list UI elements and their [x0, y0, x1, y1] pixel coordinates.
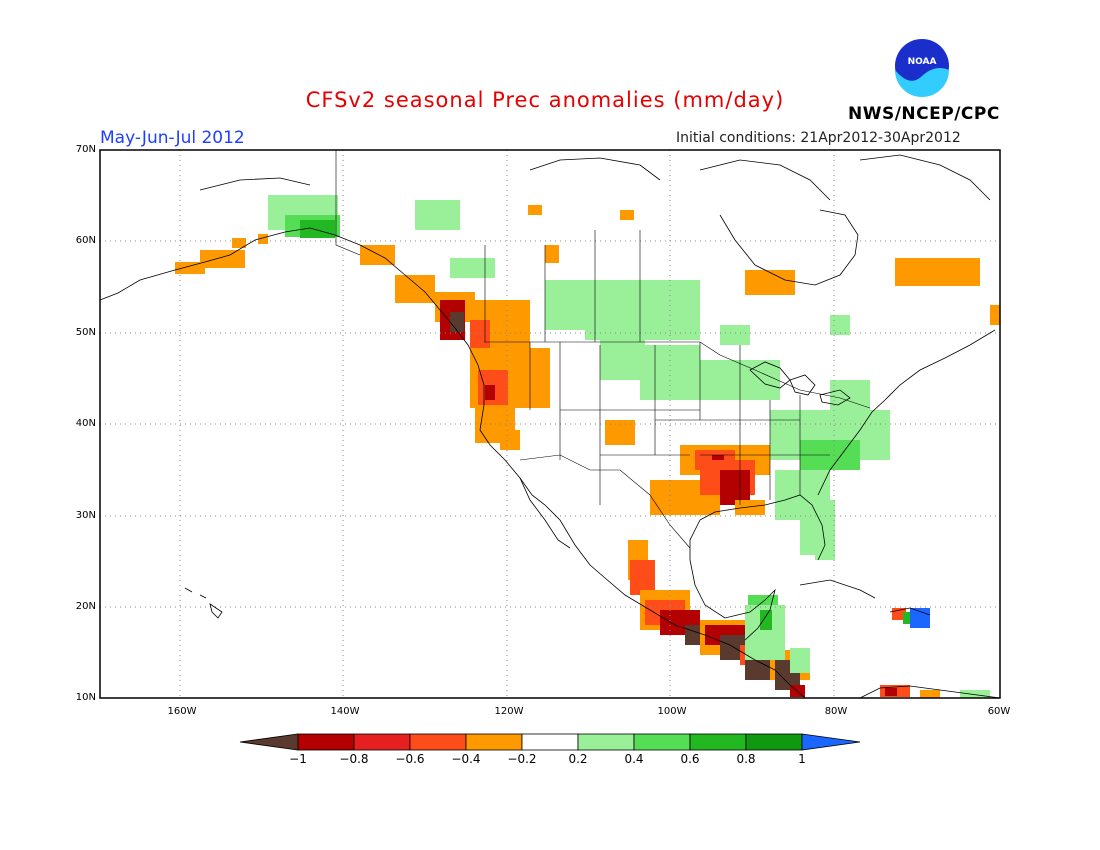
lat-label: 60N [75, 235, 96, 246]
anomaly-cell [903, 612, 913, 624]
colorbar-tick-label: −0.4 [451, 752, 481, 766]
colorbar-tick-label: 0.2 [568, 752, 588, 766]
colorbar-bin [409, 733, 467, 751]
lon-label: 120W [494, 706, 524, 717]
lat-label: 50N [75, 327, 96, 338]
lon-label: 100W [657, 706, 687, 717]
season-label: May-Jun-Jul 2012 [100, 128, 245, 148]
colorbar-tick-label: 0.6 [680, 752, 700, 766]
lat-label: 20N [75, 601, 96, 612]
colorbar-bin [745, 733, 803, 751]
anomaly-cell [528, 205, 542, 215]
anomaly-cell [990, 305, 1000, 325]
anomaly-cell [960, 690, 990, 698]
lat-label: 70N [75, 144, 96, 155]
colorbar-bin [353, 733, 411, 751]
anomaly-cell [545, 245, 559, 263]
anomaly-cell [415, 200, 460, 230]
colorbar-arrow-high [801, 733, 861, 751]
anomaly-cell [258, 234, 268, 244]
colorbar-tick-label: 0.8 [736, 752, 756, 766]
anomaly-cell [450, 312, 464, 332]
anomaly-cell [470, 320, 490, 350]
colorbar-arrow-low [239, 733, 299, 751]
lon-label: 140W [330, 706, 360, 717]
colorbar-tick-label: −1 [289, 752, 307, 766]
anomaly-cell [630, 560, 655, 595]
colorbar-tick-label: 1 [798, 752, 806, 766]
anomaly-cell [790, 648, 810, 673]
colorbar-bin [297, 733, 355, 751]
anomaly-cell [500, 430, 520, 450]
colorbar-bin [577, 733, 635, 751]
anomaly-cell [585, 280, 700, 340]
anomaly-cell [640, 345, 700, 400]
agency-label: NWS/NCEP/CPC [848, 104, 1000, 124]
lon-label: 60W [987, 706, 1011, 717]
anomaly-cell [395, 275, 435, 303]
colorbar-bin [521, 733, 579, 751]
anomaly-cell [830, 315, 850, 335]
anomaly-cell [720, 325, 750, 345]
anomaly-cell [720, 470, 750, 505]
colorbar-bin [689, 733, 747, 751]
anomaly-cell [600, 340, 645, 380]
anomaly-cell [232, 238, 246, 248]
anomaly-cell [485, 385, 495, 400]
anomaly-cell [895, 258, 980, 286]
initial-conditions-label: Initial conditions: 21Apr2012-30Apr2012 [676, 130, 961, 146]
lon-label: 160W [167, 706, 197, 717]
colorbar-bin [633, 733, 691, 751]
anomaly-cell [200, 250, 245, 268]
colorbar-bin [465, 733, 523, 751]
anomaly-cell [300, 220, 335, 238]
anomaly-cell [830, 380, 870, 410]
anomaly-cell [745, 270, 795, 295]
anomaly-cell [450, 258, 495, 278]
map-title: CFSv2 seasonal Prec anomalies (mm/day) [305, 88, 785, 112]
anomaly-cell [735, 500, 765, 515]
colorbar-tick-label: −0.6 [395, 752, 425, 766]
lat-label: 10N [75, 692, 96, 703]
anomaly-cell [910, 608, 930, 628]
colorbar-tick-label: 0.4 [624, 752, 644, 766]
anomaly-cell [885, 688, 897, 696]
lat-label: 40N [75, 418, 96, 429]
anomaly-cell [620, 210, 634, 220]
colorbar-tick-label: −0.2 [507, 752, 537, 766]
lon-label: 80W [824, 706, 848, 717]
colorbar-tick-label: −0.8 [339, 752, 369, 766]
anomaly-cell [920, 690, 940, 698]
lat-label: 30N [75, 510, 96, 521]
anomaly-cell [175, 262, 205, 274]
anomaly-cell [760, 610, 772, 630]
